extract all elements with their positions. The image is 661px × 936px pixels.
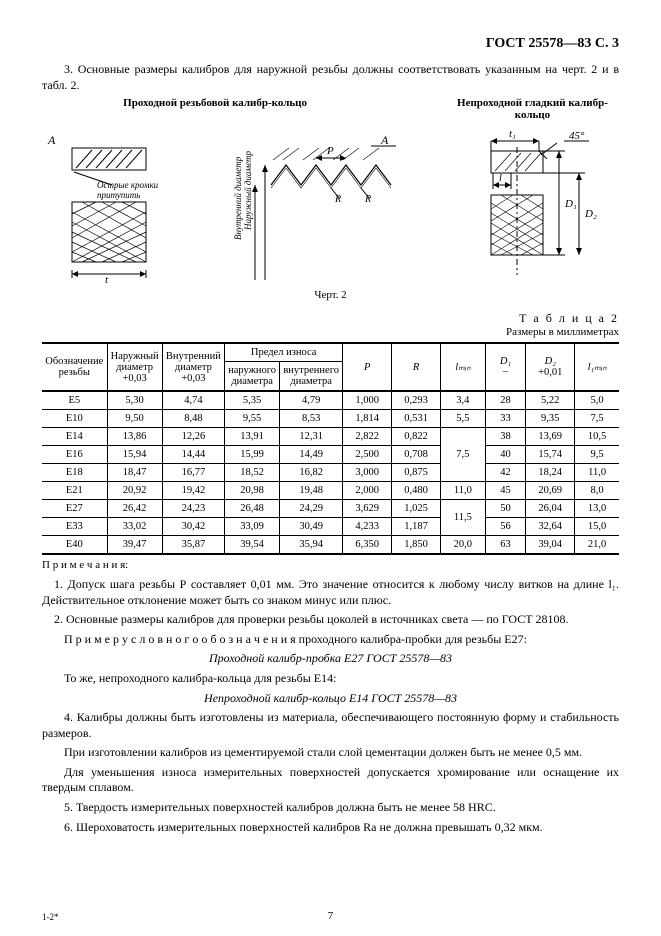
th-wear: Предел износа — [251, 347, 317, 358]
page-number: 7 — [42, 910, 619, 922]
th-wear-out: наружного диаметра — [228, 365, 276, 387]
svg-text:t₁: t₁ — [509, 128, 516, 140]
example-lead2: То же, непроходного калибра-кольца для р… — [42, 671, 619, 687]
para-4: 4. Калибры должны быть изготовлены из ма… — [42, 710, 619, 741]
table-label: Т а б л и ц а 2 — [42, 311, 619, 326]
table-row: E109,508,489,558,531,8140,5315,5339,357,… — [42, 410, 619, 428]
notes-title: П р и м е ч а н и я: — [42, 559, 619, 573]
figure-left: А Острые кромки притупить — [42, 130, 192, 287]
svg-text:45°: 45° — [569, 130, 585, 142]
th-d1b: − — [503, 367, 509, 378]
table-row: E1413,8612,2613,9112,312,8220,8227,53813… — [42, 428, 619, 446]
note-2: 2. Основные размеры калибров для проверк… — [42, 612, 619, 628]
th-col2b: +0,03 — [122, 373, 146, 384]
th-p: P — [364, 362, 370, 373]
note-1: 1. Допуск шага резьбы Р составляет 0,01 … — [42, 577, 619, 608]
th-d2b: +0,01 — [538, 367, 562, 378]
figure-caption: Черт. 2 — [42, 289, 619, 301]
svg-text:t: t — [105, 274, 109, 285]
table-row: E1818,4716,7718,5216,823,0000,8754218,24… — [42, 464, 619, 482]
svg-text:А: А — [380, 133, 389, 147]
th-wear-in: внутреннего диаметра — [283, 365, 339, 387]
th-r: R — [413, 362, 419, 373]
para-4a: При изготовлении калибров из цементируем… — [42, 745, 619, 761]
table-row: E55,304,745,354,791,0000,2933,4285,225,0 — [42, 391, 619, 410]
svg-text:P: P — [326, 145, 334, 157]
table-row: E3333,0230,4233,0930,494,2331,1875632,64… — [42, 518, 619, 536]
svg-text:Внутренний диаметр: Внутренний диаметр — [233, 156, 243, 240]
table-row: E4039,4735,8739,5435,946,3501,85020,0633… — [42, 536, 619, 555]
example-lead: П р и м е р у с л о в н о г о о б о з н … — [42, 632, 619, 648]
figure-right: t₁ 45° — [469, 125, 619, 287]
para-5: 5. Твердость измерительных поверхностей … — [42, 800, 619, 816]
figure-middle: А P — [231, 130, 431, 287]
th-lmin: lₘᵢₙ — [455, 362, 470, 373]
th-col1: Обозначение резьбы — [45, 356, 103, 378]
th-d1: D₁ — [500, 356, 511, 367]
para-4b: Для уменьшения износа измерительных пове… — [42, 765, 619, 796]
example-1: Проходной калибр-пробка Е27 ГОСТ 25578—8… — [42, 651, 619, 667]
dimensions-table: Обозначение резьбы Наружный диаметр+0,03… — [42, 342, 619, 555]
svg-text:Наружный диаметр: Наружный диаметр — [243, 151, 253, 232]
table-row: E2726,4224,2326,4824,293,6291,02511,5502… — [42, 500, 619, 518]
svg-text:D₂: D₂ — [584, 208, 597, 220]
footer-sig: 1-2* — [42, 912, 59, 922]
th-col3b: +0,03 — [181, 373, 205, 384]
example-2: Непроходной калибр-кольцо Е14 ГОСТ 25578… — [42, 691, 619, 707]
table-sublabel: Размеры в миллиметрах — [42, 326, 619, 338]
svg-text:D₁: D₁ — [564, 198, 577, 210]
svg-text:притупить: притупить — [97, 190, 140, 200]
svg-text:Острые кромки: Острые кромки — [97, 180, 159, 190]
para-6: 6. Шероховатость измерительных поверхнос… — [42, 820, 619, 836]
label-a: А — [47, 133, 56, 147]
table-row: E1615,9414,4415,9914,492,5000,7084015,74… — [42, 446, 619, 464]
figure-area: А Острые кромки притупить — [42, 125, 619, 287]
intro-paragraph: 3. Основные размеры калибров для наружно… — [42, 62, 619, 93]
table-row: E2120,9219,4220,9819,482,0000,48011,0452… — [42, 482, 619, 500]
th-col3a: Внутренний диаметр — [166, 351, 221, 373]
th-col2a: Наружный диаметр — [111, 351, 159, 373]
th-d2: D₂ — [545, 356, 556, 367]
header-code: ГОСТ 25578—83 С. 3 — [42, 36, 619, 52]
th-l1: l₁ₘᵢₙ — [588, 362, 607, 373]
svg-text:l: l — [499, 173, 502, 184]
figure-title-left: Проходной резьбовой калибр-кольцо — [42, 97, 388, 121]
figure-title-right: Непроходной гладкий калибр-кольцо — [446, 97, 619, 121]
